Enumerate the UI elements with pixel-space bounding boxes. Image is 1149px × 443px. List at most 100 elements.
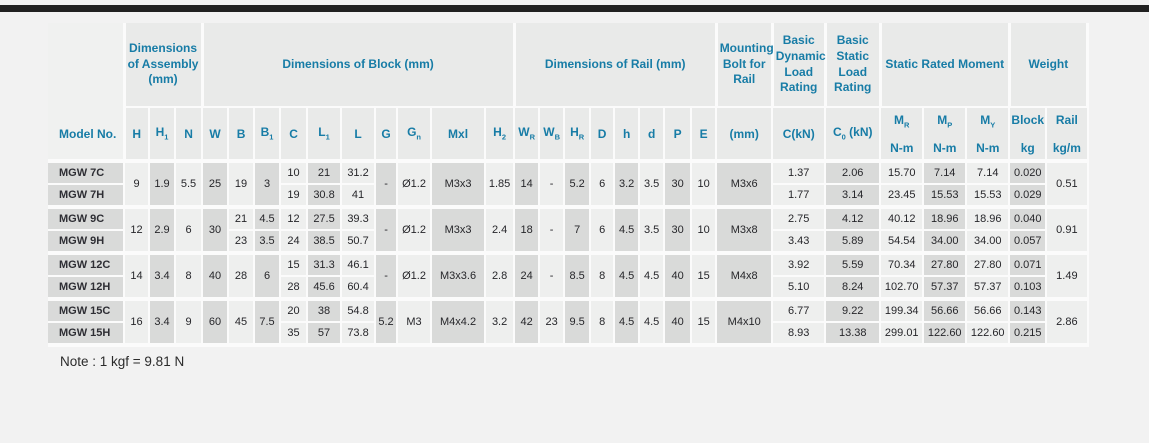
cell-rail-weight: 0.91 xyxy=(1046,207,1089,255)
cell-wr: 18 xyxy=(514,207,541,255)
cell-c0: 13.38 xyxy=(825,322,882,347)
col-l: L xyxy=(341,107,377,163)
col-label: H xyxy=(155,125,165,140)
cell-c0: 9.22 xyxy=(825,299,882,323)
cell-l: 60.4 xyxy=(341,276,377,301)
col-d: D xyxy=(590,107,616,163)
table-row: MGW 7C 9 1.9 5.5 25 19 3 10 21 31.2 - Ø1… xyxy=(48,161,1089,209)
cell-block-weight: 0.071 xyxy=(1009,253,1048,277)
cell-block-weight: 0.103 xyxy=(1009,276,1048,301)
cell-l: 39.3 xyxy=(341,207,377,231)
cell-ckn: 5.10 xyxy=(772,276,827,301)
cell-l1: 31.3 xyxy=(307,253,343,277)
model-cell: MGW 15C xyxy=(48,299,126,323)
cell-l: 50.7 xyxy=(341,230,377,255)
col-hr: HR xyxy=(564,107,592,163)
cell-mp: 122.60 xyxy=(923,322,968,347)
cell-block-weight: 0.215 xyxy=(1009,322,1048,347)
cell-n: 5.5 xyxy=(175,161,204,209)
col-wb: WB xyxy=(539,107,566,163)
cell-bolt: M4x10 xyxy=(716,299,774,347)
cell-d-small: 3.5 xyxy=(639,161,666,209)
cell-p: 30 xyxy=(664,207,693,255)
cell-l: 54.8 xyxy=(341,299,377,323)
cell-bolt: M3x8 xyxy=(716,207,774,255)
col-bolt-unit: (mm) xyxy=(716,107,774,163)
col-sub: 1 xyxy=(325,132,330,142)
cell-hr: 5.2 xyxy=(564,161,592,209)
cell-c0: 5.89 xyxy=(825,230,882,255)
cell-h1: 3.4 xyxy=(149,299,177,347)
col-sub: R xyxy=(529,132,535,142)
static-load-header: Basic Static Load Rating xyxy=(825,23,882,108)
col-mxl: Mxl xyxy=(431,107,487,163)
col-h2: H2 xyxy=(485,107,516,163)
cell-h2: 3.2 xyxy=(485,299,516,347)
col-label: P xyxy=(673,126,682,141)
cell-g: - xyxy=(375,161,399,209)
col-c: C xyxy=(280,107,309,163)
cell-block-weight: 0.020 xyxy=(1009,161,1048,185)
mgw-spec-table: Model No. Dimensions of Assembly (mm) Di… xyxy=(48,23,1090,347)
cell-p: 40 xyxy=(664,299,693,347)
col-my: MY N-m xyxy=(966,107,1011,163)
cell-p: 30 xyxy=(664,161,693,209)
col-h1: H1 xyxy=(149,107,177,163)
col-rail-weight: Rail kg/m xyxy=(1046,107,1089,163)
cell-mxl: M4x4.2 xyxy=(431,299,487,347)
cell-wb: 23 xyxy=(539,299,566,347)
cell-my: 7.14 xyxy=(966,161,1011,185)
table-row: MGW 7H 19 30.8 41 1.77 3.14 23.45 15.53 … xyxy=(48,184,1088,209)
cell-h: 16 xyxy=(124,299,151,347)
cell-l1: 45.6 xyxy=(307,276,343,301)
cell-gn: Ø1.2 xyxy=(397,253,433,301)
col-label: (kN) xyxy=(845,125,873,140)
cell-mp: 18.96 xyxy=(923,207,968,231)
cell-mr: 299.01 xyxy=(880,322,925,347)
cell-d: 6 xyxy=(590,207,616,255)
col-label: W xyxy=(543,125,555,140)
col-label: H xyxy=(570,125,579,140)
cell-gn: Ø1.2 xyxy=(397,207,433,255)
cell-wb: - xyxy=(539,161,566,209)
cell-l: 41 xyxy=(341,184,377,209)
cell-ckn: 8.93 xyxy=(772,322,827,347)
col-label: C(kN) xyxy=(782,126,815,141)
cell-mxl: M3x3 xyxy=(431,207,487,255)
cell-l1: 27.5 xyxy=(307,207,343,231)
col-l1: L1 xyxy=(307,107,343,163)
cell-mp: 27.80 xyxy=(923,253,968,277)
col-block-weight: Block kg xyxy=(1009,107,1048,163)
cell-block-weight: 0.029 xyxy=(1009,184,1048,209)
cell-h-small: 4.5 xyxy=(614,253,641,301)
col-wr: WR xyxy=(514,107,541,163)
col-label: MY xyxy=(980,112,996,129)
cell-e: 10 xyxy=(691,161,718,209)
col-unit: kg xyxy=(1020,140,1035,155)
cell-ckn: 1.77 xyxy=(772,184,827,209)
col-mp: MP N-m xyxy=(923,107,968,163)
cell-c: 20 xyxy=(280,299,309,323)
cell-mp: 15.53 xyxy=(923,184,968,209)
col-label: B xyxy=(260,125,270,140)
model-cell: MGW 12H xyxy=(48,276,126,301)
col-label: Rail xyxy=(1055,112,1078,127)
cell-my: 122.60 xyxy=(966,322,1011,347)
cell-wr: 24 xyxy=(514,253,541,301)
col-label: MR xyxy=(894,112,910,129)
cell-w: 30 xyxy=(202,207,230,255)
cell-hr: 8.5 xyxy=(564,253,592,301)
col-label: B xyxy=(236,126,246,141)
model-no-header: Model No. xyxy=(48,23,126,163)
cell-ckn: 1.37 xyxy=(772,161,827,185)
table-row: MGW 15H 35 57 73.8 8.93 13.38 299.01 122… xyxy=(48,322,1088,347)
dynamic-load-header: Basic Dynamic Load Rating xyxy=(772,23,827,108)
cell-c0: 8.24 xyxy=(825,276,882,301)
col-label: W xyxy=(209,126,221,141)
cell-d-small: 4.5 xyxy=(639,253,666,301)
col-sub: 0 xyxy=(841,132,846,142)
cell-b1: 4.5 xyxy=(254,207,282,231)
cell-wb: - xyxy=(539,207,566,255)
cell-c: 24 xyxy=(280,230,309,255)
col-label: MP xyxy=(937,112,953,129)
